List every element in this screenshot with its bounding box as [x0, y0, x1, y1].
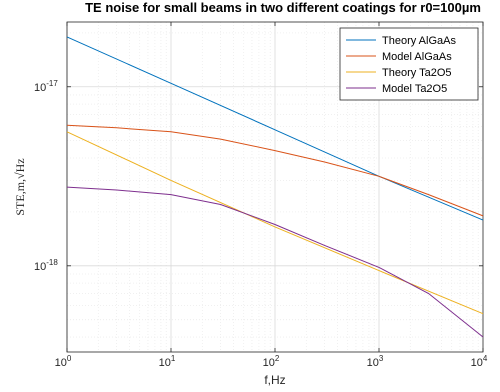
x-tick-base: 10 — [159, 357, 171, 369]
y-tick-exponent: -18 — [46, 258, 58, 267]
legend: Theory AlGaAs Model AlGaAs Theory Ta2O5 Mod… — [339, 27, 479, 101]
y-tick-label: 10-18 — [34, 258, 58, 273]
x-tick-exponent: 4 — [483, 354, 488, 363]
x-tick-label: 104 — [471, 354, 488, 369]
x-tick-label: 103 — [367, 354, 384, 369]
x-tick-exponent: 3 — [379, 354, 384, 363]
series-line-theory-ta2o5 — [66, 131, 484, 315]
x-tick-exponent: 1 — [171, 354, 176, 363]
x-tick-base: 10 — [263, 357, 275, 369]
series-line-theory-algaas — [66, 36, 484, 221]
x-axis-label: f,Hz — [264, 373, 285, 387]
series-line-model-ta2o5 — [66, 186, 484, 338]
series-layer — [66, 36, 484, 338]
legend-label: Model AlGaAs — [382, 51, 452, 63]
legend-label: Model Ta2O5 — [382, 83, 447, 95]
y-tick-exponent: -17 — [46, 79, 58, 88]
legend-label: Theory Ta2O5 — [382, 67, 452, 79]
series-line-model-algaas — [66, 124, 484, 217]
x-tick-label: 101 — [159, 354, 176, 369]
y-tick-base: 10 — [34, 82, 46, 94]
y-axis-label: STE,m,√Hz — [13, 158, 27, 215]
x-tick-base: 10 — [367, 357, 379, 369]
x-tick-exponent: 0 — [67, 354, 72, 363]
legend-label: Theory AlGaAs — [382, 35, 456, 47]
x-tick-base: 10 — [55, 357, 67, 369]
x-tick-exponent: 2 — [275, 354, 280, 363]
x-tick-label: 100 — [55, 354, 72, 369]
x-tick-base: 10 — [471, 357, 483, 369]
y-tick-label: 10-17 — [34, 79, 58, 94]
x-tick-label: 102 — [263, 354, 280, 369]
y-tick-base: 10 — [34, 261, 46, 273]
chart-title: TE noise for small beams in two differen… — [85, 0, 481, 15]
